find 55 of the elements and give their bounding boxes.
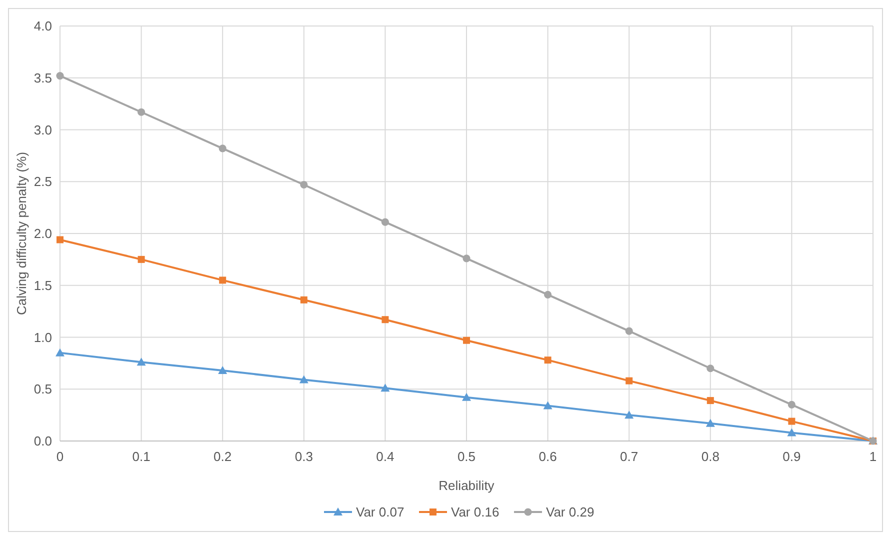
y-tick-label: 3.0 xyxy=(34,122,52,138)
x-tick-label: 0.5 xyxy=(457,449,476,464)
point xyxy=(56,236,64,244)
point xyxy=(138,108,146,116)
y-tick-label: 0.0 xyxy=(34,434,52,449)
point xyxy=(219,276,226,284)
point xyxy=(625,327,633,335)
point xyxy=(56,348,64,356)
y-tick-label: 1.0 xyxy=(34,330,52,345)
point xyxy=(462,254,470,262)
x-tick-label: 0.1 xyxy=(132,449,150,464)
y-tick-label: 2.0 xyxy=(34,226,52,242)
x-axis-title: Reliability xyxy=(438,478,495,493)
x-tick-label: 1 xyxy=(869,449,877,464)
point xyxy=(624,410,634,419)
y-tick-label: 2.5 xyxy=(34,174,52,190)
point xyxy=(382,316,389,324)
x-tick-label: 0.3 xyxy=(294,449,313,464)
point xyxy=(544,290,552,299)
x-tick-label: 0.4 xyxy=(376,449,394,464)
y-axis-title: Calving difficulty penalty (%) xyxy=(14,152,29,316)
y-tick-label: 1.5 xyxy=(34,278,52,293)
point xyxy=(626,377,633,384)
point xyxy=(380,384,390,392)
point xyxy=(463,336,470,344)
point xyxy=(462,392,471,401)
x-tick-label: 0.7 xyxy=(620,449,638,464)
legend-label: Var 0.07 xyxy=(356,504,404,520)
point xyxy=(300,296,308,304)
y-tick-label: 3.5 xyxy=(34,70,52,86)
point xyxy=(299,375,308,384)
x-tick-label: 0 xyxy=(56,449,64,464)
x-tick-label: 0.9 xyxy=(782,449,801,464)
legend-label: Var 0.29 xyxy=(546,504,594,520)
point xyxy=(218,144,226,152)
legend-label: Var 0.16 xyxy=(451,504,500,520)
point xyxy=(788,400,796,408)
point xyxy=(56,72,64,80)
point xyxy=(543,401,552,410)
point xyxy=(300,180,308,189)
point xyxy=(788,418,796,425)
y-tick-label: 0.5 xyxy=(34,382,52,397)
point xyxy=(138,256,145,263)
y-tick-label: 4.0 xyxy=(34,18,52,34)
x-tick-label: 0.8 xyxy=(701,449,720,464)
point xyxy=(706,397,714,404)
point xyxy=(787,428,796,436)
point xyxy=(544,356,552,364)
point xyxy=(218,366,228,374)
point xyxy=(706,364,714,372)
point xyxy=(136,358,146,366)
x-tick-label: 0.2 xyxy=(214,449,232,464)
x-tick-label: 0.6 xyxy=(538,449,557,464)
point xyxy=(381,218,389,226)
point xyxy=(706,418,715,427)
